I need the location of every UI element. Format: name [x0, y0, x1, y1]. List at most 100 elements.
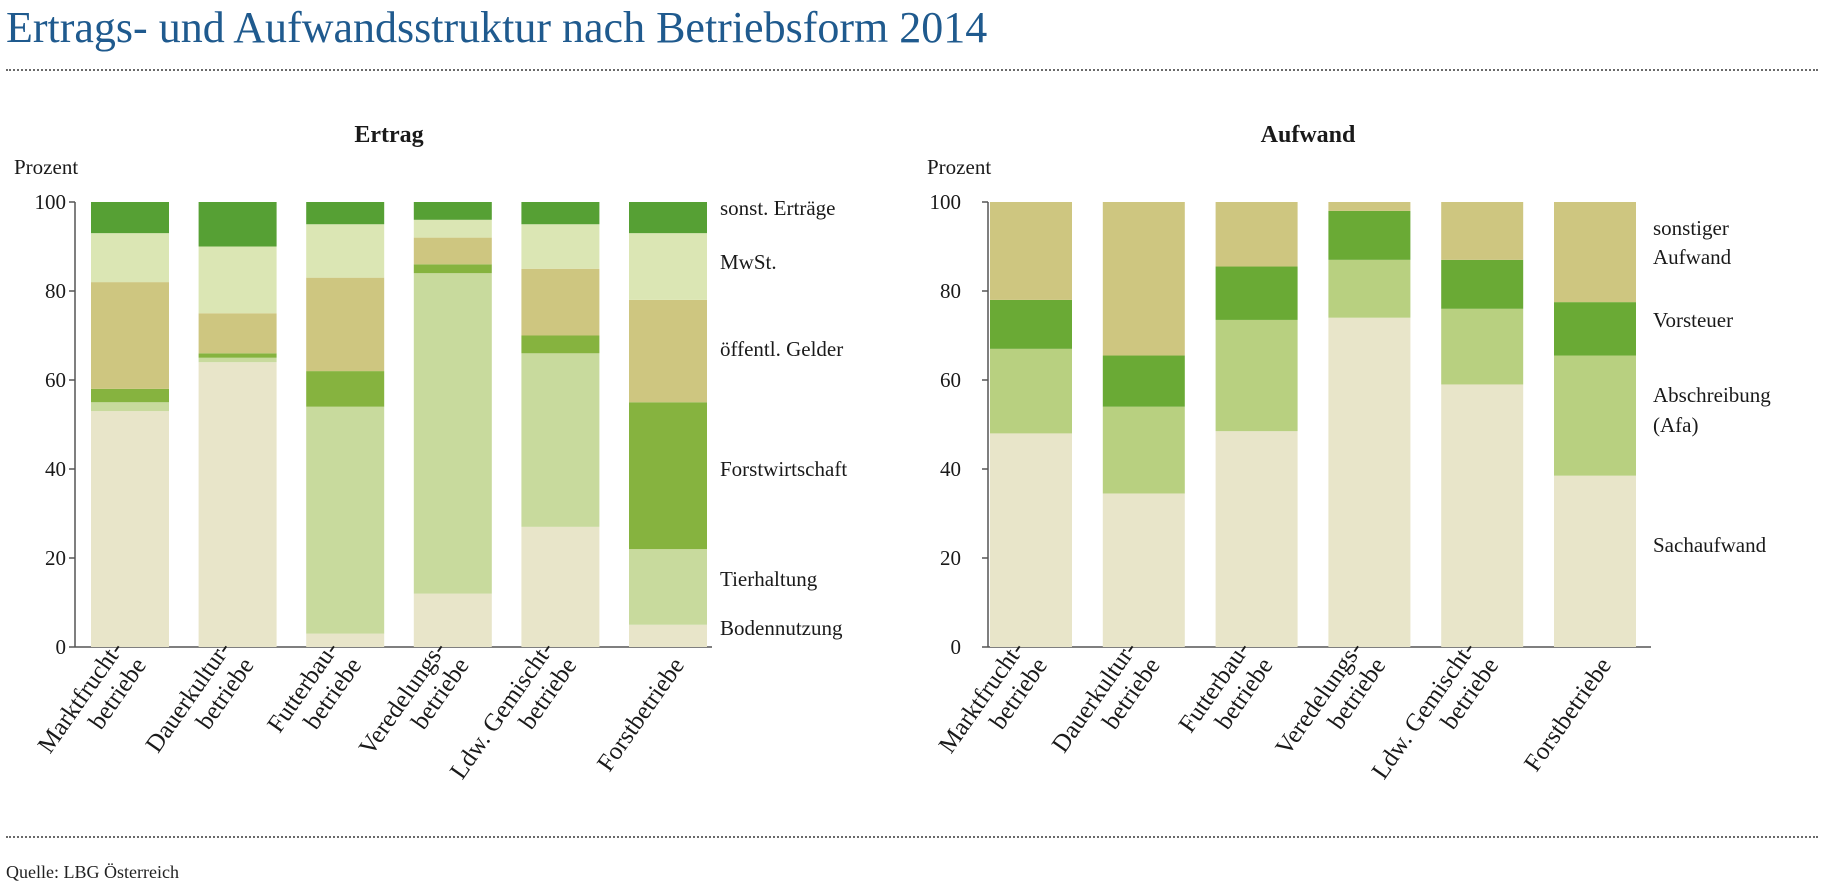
footer-divider [6, 836, 1818, 838]
ertrag-bar-segment [629, 549, 707, 625]
ertrag-bar-segment [521, 526, 600, 647]
ertrag-y-tick-label: 80 [45, 279, 66, 303]
ertrag-bar-segment [629, 202, 707, 234]
ertrag-bar-segment [198, 313, 277, 354]
aufwand-bar-segment [1328, 259, 1411, 318]
aufwand-y-tick-label: 40 [940, 457, 961, 481]
aufwand-bar-segment [1328, 317, 1411, 647]
aufwand-bar-segment [1441, 202, 1524, 260]
ertrag-legend-label: MwSt. [720, 250, 777, 274]
ertrag-bar-segment [91, 233, 169, 283]
ertrag-bar-segment [413, 202, 492, 220]
aufwand-bar-segment [990, 299, 1072, 349]
aufwand-bar-segment [1102, 493, 1185, 647]
ertrag-bar-segment [306, 371, 385, 407]
ertrag-y-tick-label: 20 [45, 546, 66, 570]
ertrag-category-label: Futterbau-betriebe [262, 637, 367, 754]
ertrag-bar-segment [198, 362, 277, 647]
ertrag-bar-segment [629, 402, 707, 550]
ertrag-bar-segment [413, 273, 492, 594]
ertrag-bar-segment [306, 224, 385, 278]
aufwand-y-tick-label: 60 [940, 368, 961, 392]
aufwand-bar-segment [1554, 302, 1636, 356]
ertrag-bar-segment [413, 264, 492, 274]
ertrag-bar-segment [198, 353, 277, 358]
ertrag-category-label: Forstbetriebe [592, 653, 690, 777]
aufwand-bar-segment [1328, 202, 1411, 211]
aufwand-bar-segment [1215, 202, 1298, 267]
ertrag-bar-segment [91, 402, 169, 412]
aufwand-bar-segment [1102, 355, 1185, 407]
aufwand-bar-segment [990, 348, 1072, 434]
ertrag-bar-segment [198, 202, 277, 247]
aufwand-category-label: Dauerkultur-betriebe [1047, 637, 1166, 774]
ertrag-bar-segment [306, 277, 385, 372]
ertrag-category-label: Ldw. Gemischt-betriebe [445, 637, 582, 800]
aufwand-category-label: Veredelungs-betriebe [1271, 637, 1392, 777]
ertrag-bar-segment [629, 624, 707, 647]
aufwand-y-tick-label: 100 [930, 190, 962, 214]
aufwand-category-label: Ldw. Gemischt-betriebe [1367, 637, 1504, 800]
aufwand-legend-label: Sachaufwand [1653, 533, 1767, 557]
ertrag-bar-segment [629, 233, 707, 300]
ertrag-bar-segment [306, 202, 385, 225]
aufwand-legend-label: sonstiger [1653, 216, 1729, 240]
aufwand-bar-segment [990, 202, 1072, 300]
ertrag-bar-segment [91, 202, 169, 234]
ertrag-y-tick-label: 60 [45, 368, 66, 392]
aufwand-chart-title: Aufwand [1261, 122, 1356, 148]
ertrag-bar-segment [413, 219, 492, 238]
ertrag-legend-label: öffentl. Gelder [720, 337, 843, 361]
ertrag-bar-segment [521, 335, 600, 354]
ertrag-y-tick-label: 0 [56, 635, 67, 659]
aufwand-legend-label: Abschreibung [1653, 383, 1771, 407]
aufwand-legend-label: Vorsteuer [1653, 308, 1733, 332]
ertrag-bar-segment [306, 406, 385, 634]
ertrag-bar-segment [306, 633, 385, 647]
aufwand-bar-segment [1554, 475, 1636, 647]
ertrag-bar-segment [198, 357, 277, 363]
ertrag-bar-segment [91, 282, 169, 389]
ertrag-y-tick-label: 40 [45, 457, 66, 481]
aufwand-bar-segment [990, 433, 1072, 647]
ertrag-y-tick-label: 100 [35, 190, 67, 214]
aufwand-y-tick-label: 20 [940, 546, 961, 570]
ertrag-bar-segment [521, 202, 600, 225]
aufwand-y-tick-label: 0 [951, 635, 962, 659]
title-divider [6, 69, 1818, 71]
ertrag-bar-segment [521, 353, 600, 527]
aufwand-bar-segment [1102, 202, 1185, 356]
ertrag-legend-label: sonst. Erträge [720, 196, 835, 220]
aufwand-bar-segment [1441, 308, 1524, 385]
ertrag-category-label: Dauerkultur-betriebe [141, 637, 260, 774]
ertrag-unit-label: Prozent [14, 155, 78, 179]
ertrag-chart-title: Ertrag [354, 122, 423, 148]
ertrag-bar-segment [521, 224, 600, 269]
source-note: Quelle: LBG Österreich [6, 862, 179, 882]
aufwand-category-label: Futterbau-betriebe [1174, 637, 1279, 754]
ertrag-legend-label: Tierhaltung [720, 567, 818, 591]
ertrag-bar-segment [413, 237, 492, 265]
ertrag-bar-segment [413, 593, 492, 647]
ertrag-category-label: Marktfrucht-betriebe [33, 637, 152, 774]
ertrag-bar-segment [91, 388, 169, 403]
aufwand-bar-segment [1215, 431, 1298, 647]
aufwand-bar-segment [1102, 406, 1185, 494]
aufwand-y-tick-label: 80 [940, 279, 961, 303]
aufwand-bar-segment [1554, 202, 1636, 303]
ertrag-bar-segment [521, 268, 600, 336]
page-title: Ertrags- und Aufwandsstruktur nach Betri… [6, 3, 988, 52]
ertrag-legend-label: Bodennutzung [720, 616, 843, 640]
aufwand-bar-segment [1441, 384, 1524, 647]
aufwand-unit-label: Prozent [927, 155, 991, 179]
aufwand-bar-segment [1215, 266, 1298, 320]
ertrag-bar-segment [91, 411, 169, 647]
aufwand-category-label: Forstbetriebe [1519, 653, 1617, 777]
ertrag-bar-segment [198, 246, 277, 314]
aufwand-legend-label: Aufwand [1653, 245, 1732, 269]
aufwand-bar-segment [1215, 319, 1298, 432]
aufwand-legend-label: (Afa) [1653, 413, 1698, 437]
ertrag-legend-label: Forstwirtschaft [720, 457, 847, 481]
aufwand-bar-segment [1441, 259, 1524, 309]
